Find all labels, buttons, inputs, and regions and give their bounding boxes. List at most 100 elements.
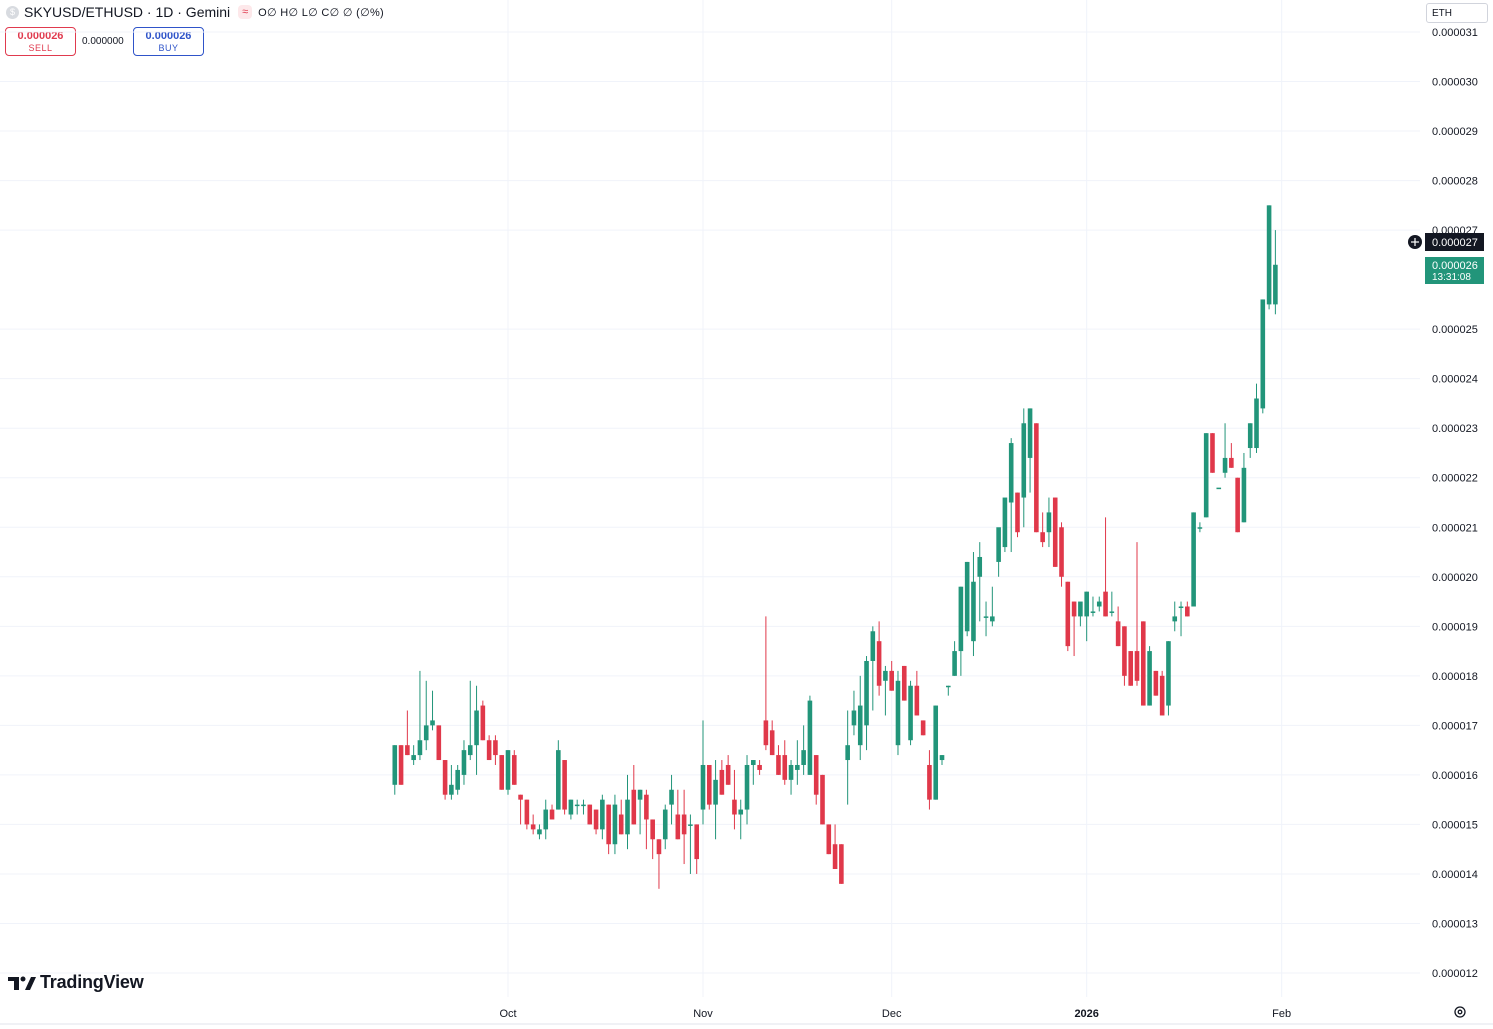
price-labels: 0.000027 0.000026 13:31:08 — [1408, 233, 1484, 284]
candle — [423, 680, 429, 751]
candle-body — [719, 769, 725, 795]
candle-body — [1046, 512, 1052, 533]
candle — [1172, 601, 1178, 632]
candle — [1128, 651, 1134, 686]
x-tick-label: Feb — [1272, 1008, 1291, 1020]
candle — [518, 794, 523, 825]
candle — [662, 804, 668, 850]
candle — [864, 656, 869, 751]
candle-body — [952, 651, 957, 676]
candle — [1216, 487, 1222, 490]
candle-body — [467, 745, 473, 756]
candle — [1096, 596, 1102, 612]
candle-body — [587, 804, 593, 825]
candle — [411, 745, 416, 765]
candle — [1021, 408, 1027, 528]
x-tick-label: Nov — [693, 1008, 713, 1020]
tradingview-logo-text: TradingView — [40, 972, 144, 992]
candle-body — [1078, 601, 1083, 617]
candle-body — [568, 799, 574, 815]
candle-body — [411, 755, 416, 761]
candle-body — [1103, 591, 1108, 617]
candle-body — [983, 616, 989, 618]
candle-body — [398, 745, 404, 785]
candle-body — [946, 685, 951, 688]
candle-body — [486, 740, 492, 761]
candle — [392, 745, 398, 795]
candle-body — [996, 527, 1001, 562]
candle-body — [631, 789, 637, 825]
y-tick-label: 0.000015 — [1432, 819, 1478, 831]
y-tick-label: 0.000030 — [1432, 77, 1478, 89]
candle-body — [801, 750, 806, 765]
candle — [1071, 601, 1077, 657]
candle-body — [537, 829, 542, 835]
candle — [574, 799, 580, 815]
candle-body — [662, 809, 668, 840]
candle-body — [908, 685, 913, 741]
candle — [977, 542, 983, 622]
y-tick-label: 0.000025 — [1432, 324, 1478, 336]
candle — [1122, 626, 1127, 686]
candle — [908, 680, 913, 746]
candle — [625, 774, 630, 850]
candle — [839, 844, 844, 884]
buy-price: 0.000026 — [145, 30, 192, 42]
candle-body — [606, 804, 611, 845]
candle — [618, 799, 624, 835]
candle-body — [901, 665, 907, 701]
candle-body — [1008, 443, 1014, 503]
approx-data-icon[interactable]: ≈ — [238, 5, 253, 19]
candle-body — [713, 779, 718, 805]
candle-body — [820, 774, 825, 825]
y-tick-label: 0.000019 — [1432, 621, 1478, 633]
candle — [1166, 641, 1171, 716]
candle-body — [851, 710, 857, 726]
candles — [392, 205, 1278, 889]
candle — [1065, 581, 1071, 652]
candle — [511, 750, 517, 785]
candle — [1241, 452, 1247, 523]
candle — [958, 586, 964, 676]
candle-body — [625, 799, 630, 835]
symbol-logo-icon: $ — [6, 5, 19, 19]
candle-body — [392, 745, 398, 785]
last-price: 0.000026 — [1432, 260, 1478, 272]
candle — [725, 755, 731, 785]
candle — [1040, 512, 1045, 548]
candle-body — [637, 789, 643, 800]
candle — [713, 760, 718, 840]
candle — [562, 760, 567, 815]
candle — [996, 527, 1001, 577]
candle — [990, 586, 995, 627]
candle-body — [675, 814, 681, 840]
candle-body — [813, 755, 819, 795]
candle — [581, 799, 586, 815]
candle — [1178, 601, 1184, 637]
candle — [1002, 497, 1008, 553]
candle-body — [612, 804, 618, 845]
currency-selector[interactable]: ETH — [1426, 3, 1488, 23]
candle — [795, 740, 800, 785]
candle — [1197, 522, 1203, 533]
candle — [430, 690, 435, 731]
settings-gear-icon[interactable] — [1453, 1005, 1467, 1019]
candle-body — [574, 804, 580, 807]
candle — [474, 685, 479, 775]
candle-body — [1084, 591, 1089, 617]
candle — [1185, 601, 1190, 617]
candle-body — [1015, 492, 1020, 533]
candle-body — [1222, 457, 1228, 473]
candle — [568, 799, 574, 820]
candle — [606, 804, 611, 855]
candle-body — [964, 561, 970, 632]
candle-body — [1153, 670, 1159, 696]
candle — [442, 760, 448, 800]
candle-body — [782, 755, 788, 780]
candle — [983, 601, 989, 637]
candle-body — [556, 750, 561, 810]
candle — [813, 755, 819, 805]
symbol-title[interactable]: SKYUSD/ETHUSD · 1D · Gemini — [24, 4, 231, 20]
tradingview-logo[interactable]: TradingView — [8, 972, 144, 993]
